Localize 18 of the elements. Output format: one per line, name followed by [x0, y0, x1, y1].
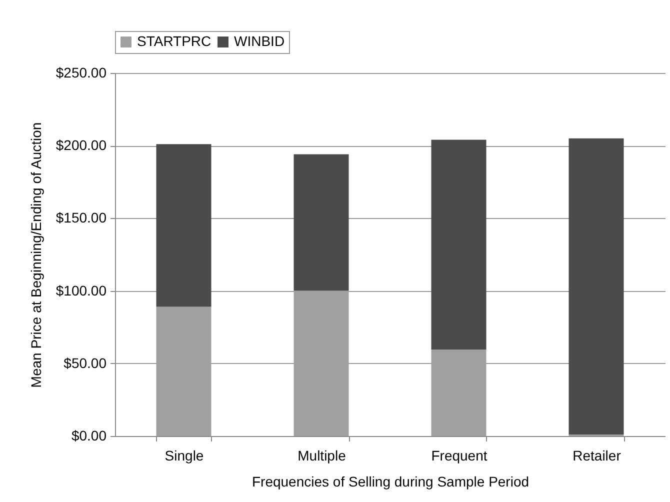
- legend-label: WINBID: [234, 33, 285, 49]
- bar: [431, 140, 486, 350]
- y-axis-title: Mean Price at Beginning/Ending of Auction: [28, 122, 44, 388]
- legend-label: STARTPRC: [137, 33, 212, 49]
- bar: [156, 144, 212, 307]
- x-tick-label: Single: [164, 448, 204, 464]
- x-tick-label: Frequent: [431, 448, 488, 464]
- y-tick-label: $50.00: [64, 354, 107, 371]
- x-tick-label: Multiple: [298, 448, 346, 464]
- y-tick-label: $100.00: [56, 282, 107, 298]
- x-tick-label: Retailer: [572, 448, 622, 464]
- x-axis-title: Frequencies of Selling during Sample Period: [252, 474, 530, 490]
- y-tick-label: $250.00: [56, 64, 107, 80]
- bar: [568, 138, 624, 435]
- y-tick-label: $150.00: [56, 210, 107, 226]
- y-tick-label: $200.00: [56, 137, 107, 154]
- bar: [294, 154, 349, 291]
- y-tick-label: $0.00: [71, 428, 107, 444]
